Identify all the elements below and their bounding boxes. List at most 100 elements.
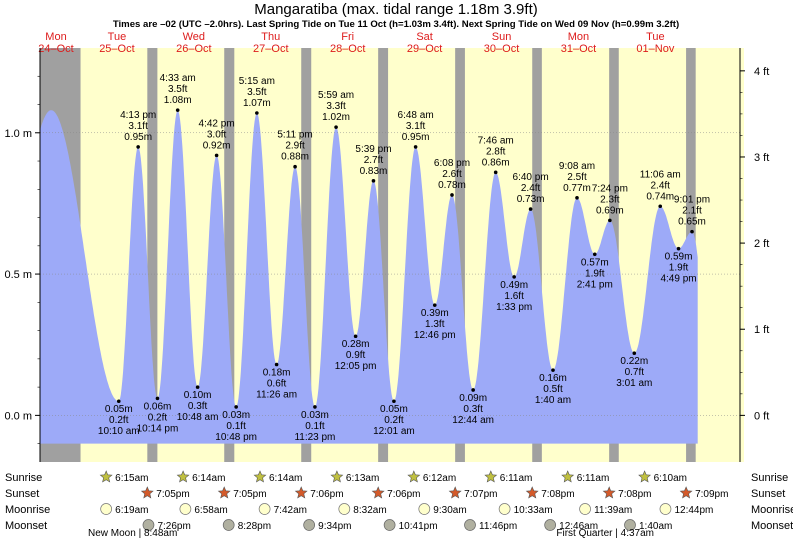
tide-time-label: 6:08 pm [434,158,470,169]
tide-ft-label: 0.3ft [463,404,483,415]
row-label-left-moonrise: Moonrise [5,504,50,516]
tide-ft-label: 2.4ft [521,183,541,194]
right-axis-strip [740,48,744,462]
tide-m-label: 0.77m [563,183,591,194]
tide-point [116,399,121,404]
tide-time-label: 5:39 pm [355,144,391,155]
tide-time-label: 5:59 am [318,90,354,101]
day-name: Sun [492,31,512,43]
tide-ft-label: 3.0ft [207,129,227,140]
tide-m-label: 0.69m [596,205,624,216]
row-label-right-sunset: Sunset [751,488,785,500]
sunset-time: 7:08pm [541,489,574,500]
tide-m-label: 0.74m [646,191,674,202]
tide-m-label: 0.05m [380,404,408,415]
sunrise-time: 6:15am [115,473,148,484]
moonrise-icon [579,503,591,515]
tide-point [175,108,180,112]
day-date: 30–Oct [484,43,519,55]
moonrise-time: 10:33am [514,505,553,516]
astro-rows: Sunrise Sunrise Sunset Sunset Moonrise Moonri… [5,470,793,539]
row-label-left-moonset: Moonset [5,520,47,532]
tide-curve-area [40,110,698,444]
tide-m-label: 0.09m [459,393,487,404]
moonrise-time: 6:19am [115,505,148,516]
moonrise-icon [498,503,511,515]
tide-time-label: 1:33 pm [496,302,532,313]
tide-ft-label: 0.7ft [625,367,645,378]
tide-time-label: 11:06 am [640,169,681,180]
tide-time-label: 6:40 pm [513,172,549,183]
tide-ft-label: 0.3ft [188,401,208,412]
tide-m-label: 0.39m [421,308,449,319]
sunrise-time: 6:14am [269,473,302,484]
sunset-time: 7:07pm [464,489,497,500]
tide-point [392,399,396,404]
tide-m-label: 0.83m [360,166,388,177]
tide-time-label: 4:33 am [160,73,196,84]
tide-ft-label: 2.8ft [486,146,506,157]
sunrise-icon [638,470,652,483]
tide-time-label: 7:46 am [478,135,514,146]
tide-point [551,368,555,372]
tide-time-label: 4:42 pm [199,118,235,129]
chart-subtitle: Times are –02 (UTC –2.0hrs). Last Spring… [113,19,679,30]
tide-ft-label: 2.3ft [600,194,620,205]
sunset-time: 7:05pm [233,489,266,500]
sunrise-icon [484,470,498,483]
tide-m-label: 1.02m [322,112,350,123]
moonset-time: 11:46pm [479,521,517,532]
tide-time-label: 7:24 pm [592,183,628,194]
left-axis-tick-label: 1.0 m [4,128,32,140]
tide-ft-label: 0.2ft [384,415,404,426]
sunset-icon [602,486,616,499]
day-name: Wed [183,31,205,43]
tide-point [676,246,681,251]
tide-point [195,385,200,389]
tide-point [274,362,279,367]
tide-m-label: 0.95m [402,132,430,143]
tide-time-label: 11:26 am [256,390,297,401]
tide-time-label: 10:14 pm [137,423,179,434]
tide-point [690,229,694,234]
tide-time-label: 1:40 am [535,395,571,406]
sunset-icon [525,486,539,499]
moonset-icon [464,519,476,531]
tide-point [371,179,376,183]
moonset-time: 8:28pm [238,521,271,532]
tide-m-label: 1.08m [164,95,192,106]
moonset-time: 9:34pm [318,521,351,532]
tide-time-label: 11:23 pm [294,432,335,443]
tide-ft-label: 2.4ft [650,180,670,191]
right-axis-tick-label: 4 ft [754,66,769,78]
tide-time-label: 5:11 pm [277,130,312,141]
row-label-left-sunrise: Sunrise [5,472,42,484]
tide-area [40,110,698,444]
sunset-time: 7:05pm [156,489,189,500]
tide-point [575,195,579,200]
moonrise-icon [100,503,113,515]
tide-point [632,351,637,356]
sunset-icon [679,486,693,499]
tide-m-label: 0.92m [203,140,231,151]
day-date: 24–Oct [38,43,73,55]
tide-time-label: 4:13 pm [120,110,156,121]
day-name: Mon [568,31,589,43]
day-name: Tue [108,31,127,43]
moonrise-icon [179,503,192,515]
moonrise-icon [258,503,271,515]
sunrise-time: 6:11am [577,473,610,484]
tide-m-label: 0.86m [482,157,510,168]
tide-point [432,303,437,307]
day-header-row: Mon24–OctTue25–OctWed26–OctThu27–OctFri2… [38,31,675,55]
moonrise-time: 6:58am [194,505,227,516]
right-axis-tick-label: 0 ft [754,410,769,422]
tide-ft-label: 1.6ft [504,291,524,302]
sunrise-time: 6:13am [346,473,379,484]
tide-ft-label: 0.2ft [109,415,129,426]
moonrise-time: 8:32am [353,505,386,516]
sunset-time: 7:06pm [310,489,343,500]
sunset-icon [217,486,231,499]
tide-point [592,252,597,257]
